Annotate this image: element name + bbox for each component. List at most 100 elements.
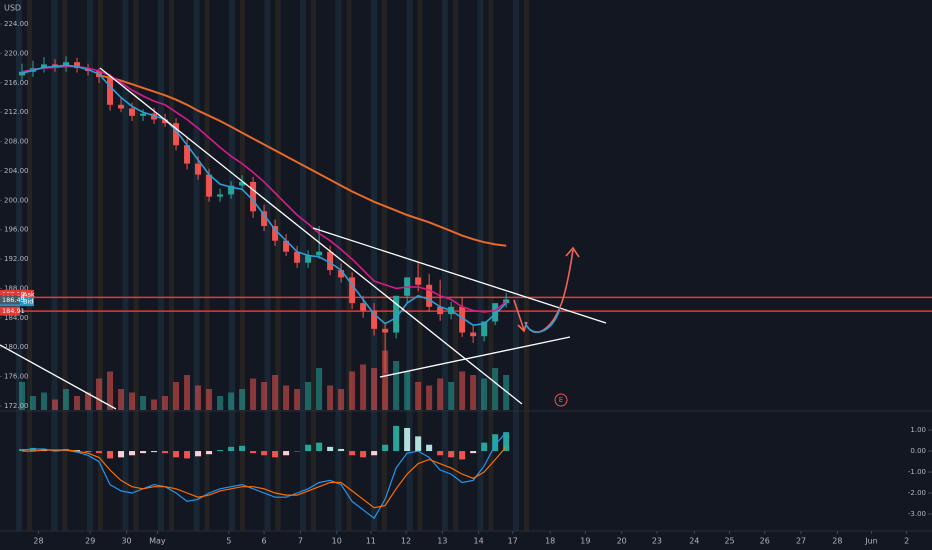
volume-bar — [206, 389, 213, 410]
macd-histogram-bar — [470, 451, 477, 454]
macd-histogram-bar — [195, 451, 202, 457]
volume-bar — [19, 382, 26, 410]
candle-body — [283, 240, 290, 252]
macd-histogram-bar — [151, 451, 158, 453]
volume-bar — [195, 385, 202, 410]
session-stripe — [204, 0, 210, 531]
volume-bar — [173, 382, 180, 410]
session-stripe — [51, 0, 58, 531]
macd-histogram-bar — [228, 446, 235, 452]
session-stripe — [442, 0, 448, 531]
y-tick-label: 212.00 — [4, 108, 29, 116]
volume-bar — [272, 375, 279, 410]
x-tick-label: Jun — [864, 537, 878, 546]
candle-body — [470, 332, 477, 337]
candle-body — [305, 255, 312, 263]
candle-body — [140, 113, 147, 116]
session-stripe — [133, 0, 139, 531]
volume-bar — [52, 399, 59, 410]
x-tick-label: 30 — [121, 537, 131, 546]
plot — [0, 56, 932, 520]
x-tick-label: 12 — [401, 537, 411, 546]
macd-histogram-bar — [217, 450, 224, 452]
candle-body — [393, 295, 400, 333]
earnings-label[interactable]: E — [559, 396, 563, 404]
candle-body — [239, 181, 246, 186]
session-stripe — [169, 0, 174, 531]
moving-average — [21, 64, 507, 327]
y-tick-label: 224.00 — [4, 20, 29, 28]
volume-bar — [459, 371, 466, 410]
volume-bar — [503, 375, 510, 410]
price-label: 184.91 — [2, 307, 25, 315]
volume-bar — [217, 396, 224, 410]
volume-bar — [63, 389, 70, 410]
y-tick-label: 172.00 — [4, 402, 29, 410]
x-tick-label: 28 — [832, 537, 842, 546]
session-stripe — [27, 0, 32, 531]
candle-body — [162, 119, 169, 124]
macd-histogram-bar — [415, 436, 422, 452]
y-tick-label: 188.00 — [4, 284, 29, 292]
y-tick-label: 208.00 — [4, 138, 29, 146]
macd-histogram-bar — [327, 446, 334, 452]
x-tick-label: 28 — [33, 537, 43, 546]
volume-bar — [426, 385, 433, 410]
candle-body — [503, 299, 510, 304]
session-stripe — [488, 0, 494, 531]
projection-arrows — [513, 246, 580, 334]
candle-body — [360, 303, 367, 311]
y-tick-label: 196.00 — [4, 226, 29, 234]
volume-bar — [470, 375, 477, 410]
trend-lines — [0, 67, 607, 410]
macd-histogram-bar — [85, 451, 92, 453]
candle-body — [382, 328, 389, 333]
session-stripe — [87, 0, 93, 531]
macd-histogram-bar — [481, 442, 488, 452]
y-tick-label: 184.00 — [4, 314, 29, 322]
candle-body — [349, 277, 356, 304]
price-label-box — [0, 306, 20, 316]
x-tick-label: 27 — [796, 537, 806, 546]
session-stripe — [62, 0, 68, 531]
currency-label: USD — [4, 4, 21, 13]
volume-bar — [184, 375, 191, 410]
volume-bar — [327, 385, 334, 410]
trend-line — [0, 344, 117, 410]
volume-bar — [250, 378, 257, 410]
macd-histogram-bar — [503, 432, 510, 452]
macd-histogram-bar — [239, 445, 246, 452]
y2-tick-label: -3.00 — [908, 510, 926, 518]
volume-bar — [481, 378, 488, 410]
trend-line — [312, 227, 607, 324]
macd-histogram-bar — [316, 442, 323, 452]
arrow-head — [565, 246, 580, 258]
volume-bar — [151, 399, 158, 410]
macd-histogram-bar — [393, 425, 400, 452]
session-stripe — [229, 0, 235, 531]
x-tick-label: 19 — [580, 537, 590, 546]
earnings-marker[interactable] — [554, 393, 568, 407]
x-tick-label: 11 — [366, 537, 376, 546]
candle-body — [217, 194, 224, 197]
session-stripe — [264, 0, 271, 531]
session-stripe — [477, 0, 484, 531]
candle-body — [195, 163, 202, 175]
volume-bar — [162, 396, 169, 410]
signal-line — [22, 446, 507, 509]
macd-histogram-bar — [360, 451, 367, 458]
volume-bar — [415, 382, 422, 410]
macd-histogram-bar — [492, 434, 499, 452]
macd-histogram-bar — [118, 451, 125, 458]
projection-curve — [524, 307, 561, 333]
y2-tick-label: 0.00 — [910, 447, 926, 455]
candle-body — [426, 284, 433, 307]
candle-body — [371, 310, 378, 329]
candle-body — [41, 64, 48, 69]
session-stripe — [122, 0, 129, 531]
y-tick-label: 200.00 — [4, 196, 29, 204]
x-tick-label: 6 — [262, 537, 267, 546]
session-stripe — [335, 0, 342, 531]
